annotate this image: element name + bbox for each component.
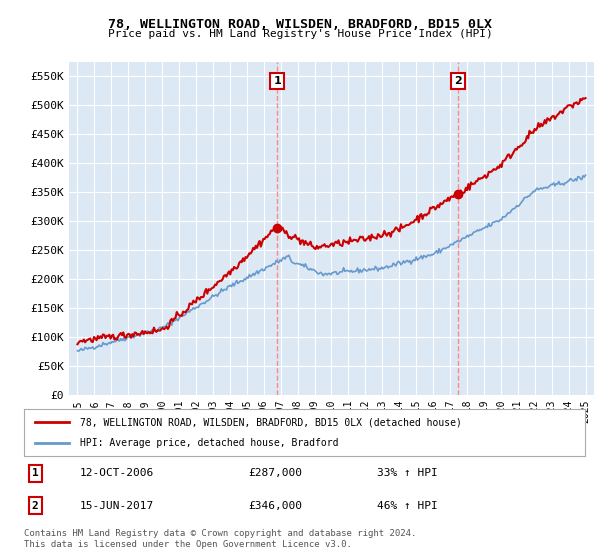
Text: 12-OCT-2006: 12-OCT-2006 [80, 468, 154, 478]
Text: £346,000: £346,000 [248, 501, 302, 511]
Text: £287,000: £287,000 [248, 468, 302, 478]
Text: 1: 1 [273, 76, 281, 86]
Text: 78, WELLINGTON ROAD, WILSDEN, BRADFORD, BD15 0LX: 78, WELLINGTON ROAD, WILSDEN, BRADFORD, … [108, 18, 492, 31]
Text: 1: 1 [32, 468, 38, 478]
Text: HPI: Average price, detached house, Bradford: HPI: Average price, detached house, Brad… [80, 438, 338, 448]
Text: 15-JUN-2017: 15-JUN-2017 [80, 501, 154, 511]
Text: Contains HM Land Registry data © Crown copyright and database right 2024.
This d: Contains HM Land Registry data © Crown c… [24, 529, 416, 549]
Text: 2: 2 [32, 501, 38, 511]
Text: 46% ↑ HPI: 46% ↑ HPI [377, 501, 438, 511]
Text: 78, WELLINGTON ROAD, WILSDEN, BRADFORD, BD15 0LX (detached house): 78, WELLINGTON ROAD, WILSDEN, BRADFORD, … [80, 417, 462, 427]
Text: 33% ↑ HPI: 33% ↑ HPI [377, 468, 438, 478]
Text: 2: 2 [454, 76, 462, 86]
Text: Price paid vs. HM Land Registry's House Price Index (HPI): Price paid vs. HM Land Registry's House … [107, 29, 493, 39]
